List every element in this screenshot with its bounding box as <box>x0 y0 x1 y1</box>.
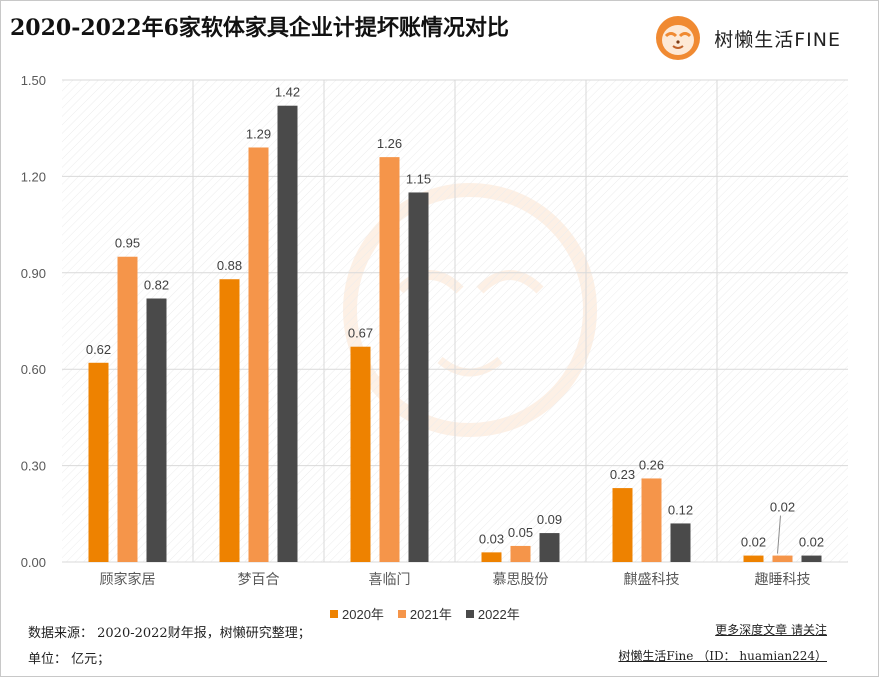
x-tick-label: 梦百合 <box>238 572 280 588</box>
brand: 树懒生活FINE <box>654 14 841 62</box>
data-label: 0.02 <box>741 535 766 550</box>
data-label: 1.15 <box>406 171 431 186</box>
legend-item-2021: 2021年 <box>397 604 452 623</box>
legend-swatch-2022 <box>465 609 474 618</box>
account-link[interactable]: 树懒生活Fine （ID： huamian224） <box>618 649 827 663</box>
x-tick-label: 麒盛科技 <box>624 572 680 588</box>
legend-item-2020: 2020年 <box>330 604 384 623</box>
x-tick-label: 趣睡科技 <box>755 572 811 588</box>
bar-2022年-趣睡科技 <box>801 555 822 562</box>
data-label: 0.05 <box>508 525 533 540</box>
bar-2021年-喜临门 <box>379 157 400 562</box>
legend-label-2022: 2022年 <box>477 607 520 622</box>
bar-2022年-慕思股份 <box>539 533 560 562</box>
data-label: 0.88 <box>217 258 242 273</box>
bar-2022年-梦百合 <box>277 105 298 562</box>
data-label: 0.62 <box>86 342 111 357</box>
data-label: 1.29 <box>246 126 271 141</box>
legend-swatch-2021 <box>397 609 406 618</box>
legend-swatch-2020 <box>330 609 338 618</box>
bar-2020年-喜临门 <box>350 346 371 562</box>
bar-2021年-梦百合 <box>248 147 269 563</box>
bar-2020年-慕思股份 <box>481 552 502 562</box>
data-label: 0.95 <box>115 236 140 251</box>
data-label: 0.02 <box>799 535 824 550</box>
unit-note: 单位： 亿元； <box>28 652 111 667</box>
bar-2020年-梦百合 <box>219 279 240 562</box>
follow-link[interactable]: 更多深度文章 请关注 <box>715 623 827 637</box>
sloth-logo-icon <box>656 16 701 60</box>
chart-title: 2020-2022年6家软体家具企业计提坏账情况对比 <box>10 15 509 41</box>
y-tick-label: 1.50 <box>21 73 46 88</box>
bar-2020年-麒盛科技 <box>612 488 633 562</box>
x-tick-label: 喜临门 <box>369 572 411 588</box>
y-tick-label: 0.60 <box>21 362 46 377</box>
legend-label-2021: 2021年 <box>409 607 452 622</box>
legend: 2020年 2021年 2022年 <box>330 604 520 623</box>
bar-2022年-麒盛科技 <box>670 523 691 562</box>
bar-2021年-趣睡科技 <box>772 555 793 562</box>
data-label: 0.26 <box>639 457 664 472</box>
data-label: 1.42 <box>275 85 300 100</box>
brand-name: 树懒生活FINE <box>714 28 841 51</box>
data-label: 0.23 <box>610 467 635 482</box>
bar-2020年-趣睡科技 <box>743 555 764 562</box>
data-label: 0.82 <box>144 278 169 293</box>
bar-2021年-慕思股份 <box>510 545 531 562</box>
data-label: 0.09 <box>537 512 562 527</box>
bar-2021年-麒盛科技 <box>641 478 662 562</box>
bar-2020年-顾家家居 <box>88 362 109 562</box>
data-label: 0.67 <box>348 326 373 341</box>
bar-2022年-喜临门 <box>408 192 429 562</box>
leader-line <box>777 515 781 554</box>
y-tick-label: 0.30 <box>21 459 46 474</box>
bar-2021年-顾家家居 <box>117 256 138 562</box>
data-label: 0.12 <box>668 502 693 517</box>
y-tick-label: 1.20 <box>21 169 46 184</box>
data-label: 0.02 <box>770 500 795 515</box>
data-label: 0.03 <box>479 531 504 546</box>
x-tick-label: 慕思股份 <box>493 572 549 588</box>
legend-label-2020: 2020年 <box>342 607 384 622</box>
legend-item-2022: 2022年 <box>465 604 520 623</box>
data-label: 1.26 <box>377 136 402 151</box>
y-tick-label: 0.00 <box>21 555 46 570</box>
bar-2022年-顾家家居 <box>146 298 167 562</box>
x-tick-label: 顾家家居 <box>100 571 156 588</box>
source-note: 数据来源： 2020-2022财年报，树懒研究整理； <box>28 626 311 641</box>
y-tick-label: 0.90 <box>21 266 46 281</box>
